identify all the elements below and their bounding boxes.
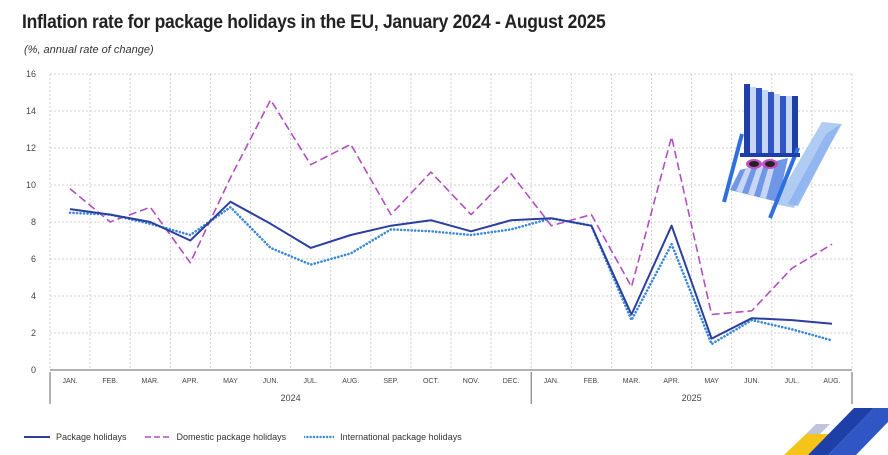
chart-legend: Package holidays Domestic package holida… bbox=[24, 432, 462, 442]
x-tick-label: APR. bbox=[663, 378, 679, 385]
x-tick-label: JAN. bbox=[62, 378, 77, 385]
x-tick-label: JUN. bbox=[263, 378, 279, 385]
y-tick-label: 2 bbox=[31, 328, 36, 338]
x-tick-label: MAY bbox=[704, 378, 719, 385]
x-tick-label: SEP. bbox=[383, 378, 398, 385]
series-layer bbox=[68, 99, 834, 346]
x-tick-label: FEB. bbox=[102, 378, 118, 385]
legend-swatch-solid bbox=[24, 436, 50, 438]
x-tick-label: NOV. bbox=[463, 378, 480, 385]
x-tick-label: JAN. bbox=[544, 378, 559, 385]
y-tick-label: 14 bbox=[26, 106, 36, 116]
year-label-2025: 2025 bbox=[682, 393, 702, 403]
x-tick-label: APR. bbox=[182, 378, 198, 385]
x-tick-label: MAR. bbox=[623, 378, 641, 385]
series-line-domestic bbox=[69, 99, 833, 316]
y-tick-label: 6 bbox=[31, 254, 36, 264]
series-line-package bbox=[69, 200, 833, 340]
x-tick-label: DEC. bbox=[503, 378, 520, 385]
y-tick-label: 12 bbox=[26, 143, 36, 153]
legend-item-package: Package holidays bbox=[24, 432, 127, 442]
series-line-international bbox=[68, 205, 834, 346]
x-tick-label: JUN. bbox=[744, 378, 760, 385]
y-tick-label: 0 bbox=[31, 365, 36, 375]
corner-logo-icon bbox=[784, 408, 888, 455]
x-tick-label: AUG. bbox=[823, 378, 840, 385]
y-tick-label: 8 bbox=[31, 217, 36, 227]
grid-layer bbox=[49, 73, 853, 370]
x-tick-label: JUL. bbox=[785, 378, 799, 385]
axis-layer: 0 2 4 6 8 10 12 14 16 JAN. FEB. MAR. APR. MAY JUN. JUL.… bbox=[26, 69, 853, 404]
x-tick-label: AUG. bbox=[342, 378, 359, 385]
chart-subtitle: (%, annual rate of change) bbox=[24, 44, 154, 56]
legend-swatch-dashed bbox=[144, 436, 171, 438]
y-tick-label: 4 bbox=[31, 291, 36, 301]
x-tick-label: MAY bbox=[223, 378, 238, 385]
legend-swatch-dotted bbox=[304, 435, 335, 439]
x-tick-label: JUL. bbox=[303, 378, 317, 385]
x-tick-label: MAR. bbox=[142, 378, 160, 385]
x-tick-label: OCT. bbox=[423, 378, 439, 385]
y-tick-label: 10 bbox=[26, 180, 36, 190]
year-label-2024: 2024 bbox=[281, 393, 301, 403]
x-tick-label: FEB. bbox=[584, 378, 600, 385]
legend-item-domestic: Domestic package holidays bbox=[144, 432, 287, 442]
legend-item-international: International package holidays bbox=[304, 432, 462, 442]
beach-chair-icon bbox=[722, 84, 842, 219]
legend-label-domestic: Domestic package holidays bbox=[176, 432, 287, 442]
chart-title: Inflation rate for package holidays in t… bbox=[22, 12, 606, 33]
y-tick-label: 16 bbox=[26, 69, 36, 79]
legend-label-international: International package holidays bbox=[340, 432, 462, 442]
legend-label-package: Package holidays bbox=[56, 432, 127, 442]
